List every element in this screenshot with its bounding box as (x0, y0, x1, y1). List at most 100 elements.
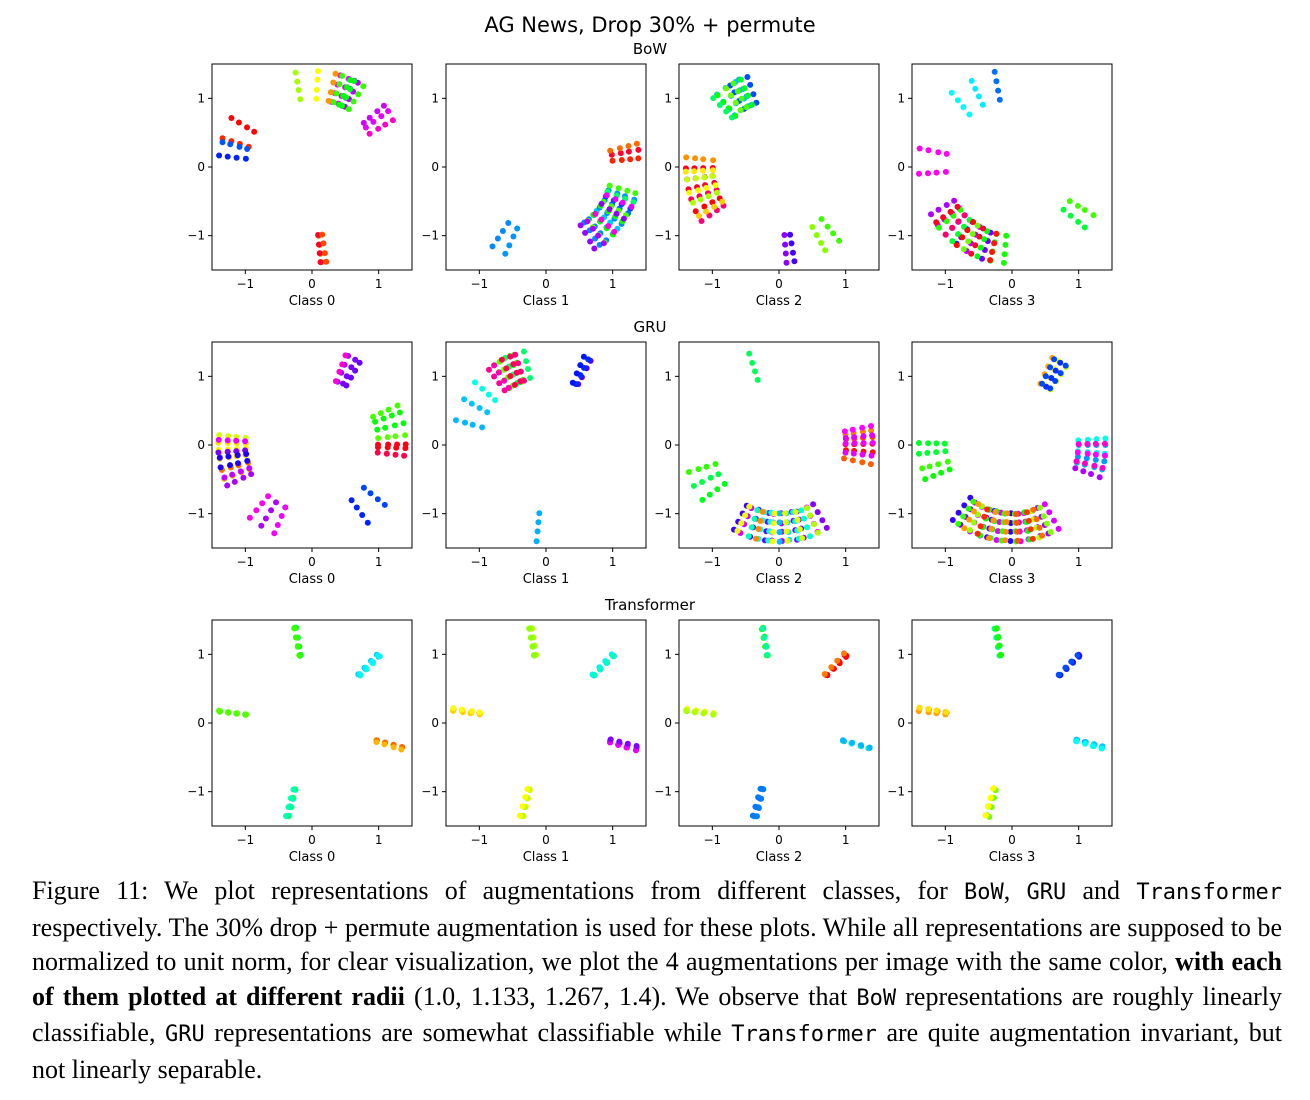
data-point (916, 450, 922, 457)
data-point (782, 510, 788, 517)
data-point (830, 230, 837, 237)
data-point (1047, 364, 1054, 371)
data-point (752, 803, 759, 810)
data-point (1062, 362, 1069, 369)
data-point (1080, 468, 1087, 475)
data-point (1091, 462, 1098, 469)
y-tick-label: −1 (654, 229, 672, 243)
data-point (933, 707, 940, 714)
data-point (234, 452, 241, 459)
data-point (804, 524, 810, 531)
data-point (1073, 738, 1080, 745)
data-point (491, 373, 498, 380)
data-point (684, 176, 691, 183)
data-point (235, 119, 242, 126)
data-point (803, 505, 810, 512)
data-point (1029, 535, 1036, 542)
data-point (991, 240, 998, 247)
data-point (842, 440, 849, 447)
data-point (993, 230, 1000, 237)
data-point (228, 115, 235, 121)
data-point (506, 242, 513, 249)
data-point (737, 107, 744, 113)
data-point (494, 235, 501, 242)
x-tick-label: −1 (936, 833, 954, 847)
data-point (225, 709, 232, 716)
data-point (764, 651, 771, 658)
data-point (215, 436, 222, 443)
x-tick-label: 1 (609, 555, 617, 569)
data-point (836, 237, 843, 244)
data-point (499, 228, 506, 234)
data-point (868, 452, 875, 459)
data-point (389, 117, 396, 124)
data-point (979, 101, 986, 108)
data-point (242, 438, 249, 445)
data-point (776, 538, 783, 545)
data-point (268, 507, 275, 514)
data-point (955, 231, 962, 238)
data-point (392, 451, 399, 458)
data-point (492, 397, 499, 404)
data-point (960, 513, 967, 520)
caption-code-transformer: Transformer (731, 1022, 877, 1047)
data-point (327, 89, 334, 96)
data-point (1043, 383, 1050, 390)
data-point (782, 519, 789, 526)
y-tick-label: −1 (654, 507, 672, 521)
data-point (965, 238, 972, 245)
data-point (333, 90, 340, 97)
data-point (947, 208, 954, 215)
axes-frame (678, 341, 880, 549)
x-tick-label: 1 (375, 555, 383, 569)
data-point (516, 812, 523, 819)
data-point (711, 203, 718, 210)
data-point (690, 199, 696, 206)
data-point (1039, 380, 1045, 387)
data-point (1074, 453, 1081, 460)
data-point (1067, 212, 1074, 219)
data-point (290, 786, 297, 793)
data-point (330, 99, 337, 106)
y-tick-label: −1 (887, 229, 905, 243)
data-point (362, 124, 369, 131)
data-point (859, 451, 866, 458)
caption-code-gru: GRU (1026, 880, 1067, 905)
data-point (624, 740, 631, 747)
data-point (524, 786, 531, 793)
x-axis-label: Class 0 (289, 294, 336, 309)
data-point (616, 738, 623, 745)
data-point (995, 87, 1002, 94)
data-point (362, 664, 369, 671)
data-point (746, 350, 753, 357)
data-point (227, 462, 233, 469)
data-point (1007, 538, 1014, 544)
data-point (619, 199, 626, 206)
data-point (841, 455, 847, 462)
data-point (851, 440, 858, 447)
data-point (706, 491, 713, 498)
data-point (701, 174, 708, 181)
caption-text: , (1003, 876, 1027, 905)
data-point (1052, 367, 1059, 374)
data-point (782, 250, 789, 257)
data-point (526, 625, 533, 632)
scatter-points (915, 625, 1106, 820)
data-point (584, 218, 591, 225)
data-point (313, 95, 320, 102)
data-point (236, 143, 243, 150)
x-axis-label: Class 2 (756, 572, 803, 587)
data-point (992, 509, 999, 515)
data-point (591, 671, 598, 678)
data-point (809, 224, 816, 230)
y-tick-label: 0 (897, 438, 905, 452)
data-point (860, 433, 867, 440)
data-point (468, 708, 475, 715)
data-point (461, 396, 468, 403)
data-point (935, 206, 942, 213)
data-point (794, 516, 801, 523)
data-point (472, 379, 478, 386)
data-point (734, 527, 741, 534)
y-tick-label: 1 (897, 647, 905, 661)
data-point (703, 463, 710, 470)
